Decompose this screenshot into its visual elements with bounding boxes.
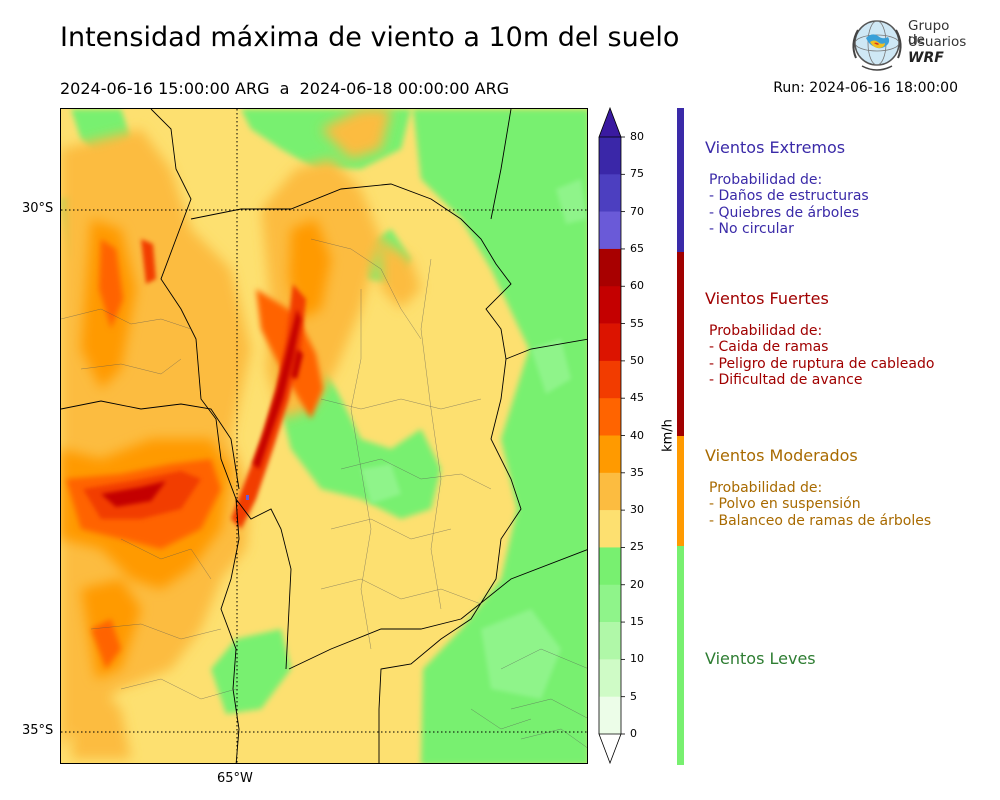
category-bar-extremos	[677, 108, 684, 252]
colorbar-tick-label: 5	[630, 689, 637, 703]
colorbar-tick-label: 15	[630, 615, 644, 629]
colorbar-bin	[599, 659, 621, 697]
colorbar-tick-label: 20	[630, 577, 644, 591]
category-extremos-subtitle: Probabilidad de:	[709, 172, 823, 188]
category-bar-fuertes	[677, 252, 684, 436]
colorbar-unit: km/h	[660, 419, 676, 452]
run-timestamp: Run: 2024-06-16 18:00:00	[773, 80, 958, 96]
category-extremos-item: - No circular	[709, 220, 794, 237]
colorbar-bin	[599, 174, 621, 212]
category-moderados: Vientos Moderados Probabilidad de: - Pol…	[705, 446, 931, 529]
province-borders	[61, 109, 587, 763]
colorbar-bin	[599, 510, 621, 548]
logo-text-line2: Usuarios	[908, 34, 967, 50]
colorbar-bin	[599, 622, 621, 660]
category-fuertes: Vientos Fuertes Probabilidad de: - Caida…	[705, 289, 934, 388]
category-fuertes-item: - Caida de ramas	[709, 339, 829, 356]
category-fuertes-item: - Peligro de ruptura de cableado	[709, 355, 935, 372]
wind-map-canvas	[61, 109, 587, 763]
colorbar-tick-label: 80	[630, 130, 644, 143]
colorbar-tick-label: 50	[630, 353, 644, 367]
category-moderados-details: Probabilidad de: - Polvo en suspensión -…	[705, 480, 931, 529]
colorbar	[598, 106, 625, 765]
category-bar-leves	[677, 546, 684, 765]
category-bar	[677, 108, 684, 765]
category-leves-title: Vientos Leves	[705, 649, 816, 668]
category-bar-moderados	[677, 436, 684, 546]
colorbar-tick-label: 75	[630, 167, 644, 181]
category-moderados-title: Vientos Moderados	[705, 446, 858, 465]
colorbar-tick-label: 65	[630, 241, 644, 255]
colorbar-bin	[599, 472, 621, 511]
colorbar-bin	[599, 435, 621, 474]
wind-map	[60, 108, 588, 764]
lon-label-65w: 65°W	[217, 771, 253, 786]
colorbar-tick-label: 25	[630, 540, 644, 554]
colorbar-bin	[599, 248, 621, 287]
category-extremos: Vientos Extremos Probabilidad de: - Daño…	[705, 138, 869, 237]
colorbar-tick-label: 10	[630, 652, 644, 666]
category-leves: Vientos Leves	[705, 649, 816, 668]
colorbar-bin	[599, 584, 621, 623]
logo-text-line1: Grupo de	[908, 18, 950, 48]
colorbar-tick-label: 0	[630, 727, 637, 740]
globe-icon	[852, 20, 902, 71]
colorbar-bottom-extend	[598, 733, 622, 765]
colorbar-bin	[599, 286, 621, 324]
colorbar-bin	[599, 137, 621, 175]
category-fuertes-item: - Dificultad de avance	[709, 371, 863, 388]
colorbar-tick-label: 60	[630, 279, 644, 293]
colorbar-bin	[599, 547, 621, 586]
category-fuertes-title: Vientos Fuertes	[705, 289, 829, 308]
logo-text-wrf: WRF	[908, 50, 944, 66]
forecast-period: 2024-06-16 15:00:00 ARG a 2024-06-18 00:…	[60, 79, 510, 98]
colorbar-bin	[599, 360, 621, 399]
graticule	[61, 109, 587, 763]
category-extremos-item: - Daños de estructuras	[709, 188, 869, 205]
colorbar-tick-label: 35	[630, 465, 644, 479]
category-extremos-details: Probabilidad de: - Daños de estructuras …	[705, 172, 869, 237]
category-extremos-item: - Quiebres de árboles	[709, 204, 860, 221]
colorbar-tick-label: 70	[630, 204, 644, 218]
category-fuertes-details: Probabilidad de: - Caida de ramas - Peli…	[705, 323, 934, 388]
category-extremos-title: Vientos Extremos	[705, 138, 846, 157]
colorbar-tick-label: 30	[630, 503, 644, 517]
colorbar-tick-label: 40	[630, 428, 644, 442]
lat-label-35s: 35°S	[22, 723, 54, 738]
category-moderados-item: - Balanceo de ramas de árboles	[709, 512, 932, 529]
grupo-usuarios-wrf-logo: Grupo de Usuarios WRF	[848, 16, 970, 76]
colorbar-bin	[599, 696, 621, 735]
colorbar-bin	[599, 398, 621, 436]
category-fuertes-subtitle: Probabilidad de:	[709, 323, 823, 339]
colorbar-bin	[599, 323, 621, 362]
colorbar-tick-label: 55	[630, 316, 644, 330]
category-moderados-item: - Polvo en suspensión	[709, 496, 861, 513]
colorbar-bin	[599, 211, 621, 250]
colorbar-tick-label: 45	[630, 391, 644, 405]
department-borders	[61, 238, 587, 748]
lat-label-30s: 30°S	[22, 201, 54, 216]
page-title: Intensidad máxima de viento a 10m del su…	[60, 22, 680, 53]
category-moderados-subtitle: Probabilidad de:	[709, 480, 823, 496]
